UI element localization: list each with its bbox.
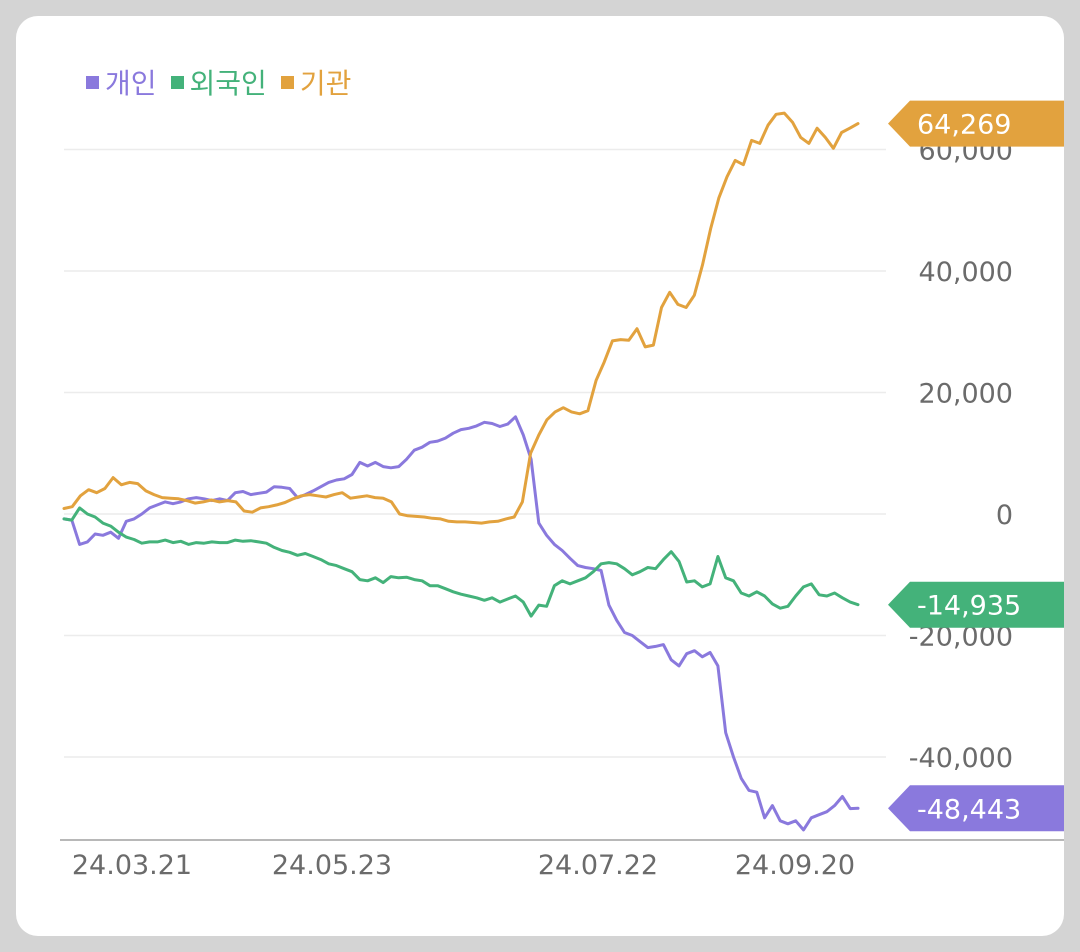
y-tick-label-3: 0	[996, 500, 1013, 531]
badge-label-foreign: -14,935	[917, 591, 1021, 622]
badge-label-institution: 64,269	[917, 110, 1011, 141]
badge-label-individual: -48,443	[917, 794, 1021, 825]
legend-item-individual[interactable]: 개인	[86, 62, 157, 102]
chart-card: 개인 외국인 기관 60,000 40,000 20,000 0 -20,000 -40,…	[16, 16, 1064, 936]
last-value-badge-institution: 64,269	[888, 100, 1064, 147]
series-line-foreign	[62, 506, 860, 618]
badge-shape-institution	[888, 100, 1064, 147]
y-tick-label-2: 20,000	[919, 379, 1013, 410]
legend-item-foreign[interactable]: 외국인	[170, 62, 267, 102]
legend-label-foreign: 외국인	[189, 67, 267, 100]
legend: 개인 외국인 기관	[86, 62, 351, 102]
x-tick-label-0: 24.03.21	[72, 850, 192, 881]
y-tick-label-1: 40,000	[919, 257, 1013, 288]
legend-item-institution[interactable]: 기관	[280, 62, 352, 102]
line-chart: 60,00040,00020,0000-20,000-40,00024.03.2…	[60, 100, 1064, 881]
series-line-institution	[62, 111, 860, 525]
series-line-individual	[62, 415, 860, 832]
legend-swatch-foreign	[170, 75, 184, 89]
last-value-badge-individual: -48,443	[888, 785, 1064, 832]
last-value-badge-foreign: -14,935	[888, 581, 1064, 628]
y-tick-label-5: -40,000	[909, 743, 1013, 774]
x-tick-label-3: 24.09.20	[735, 850, 855, 881]
badge-shape-individual	[888, 785, 1064, 832]
legend-label-institution: 기관	[299, 67, 352, 100]
x-tick-label-1: 24.05.23	[272, 850, 392, 881]
legend-swatch-institution	[280, 75, 294, 89]
legend-swatch-individual	[86, 75, 99, 89]
legend-label-individual: 개인	[105, 67, 157, 100]
x-tick-label-2: 24.07.22	[538, 850, 658, 881]
badge-shape-foreign	[888, 581, 1064, 628]
